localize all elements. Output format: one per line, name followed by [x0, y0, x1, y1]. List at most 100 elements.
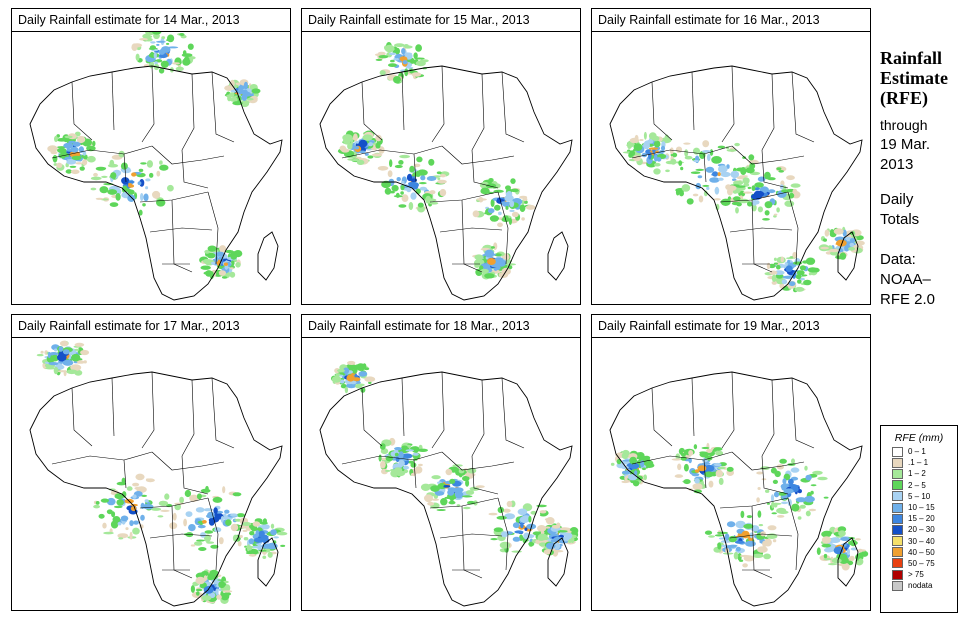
country-border [181, 379, 195, 457]
rain-cell [98, 513, 105, 519]
rain-cell [765, 489, 770, 493]
rain-cell [731, 201, 741, 206]
rain-cell [225, 519, 232, 526]
rain-cell [209, 271, 214, 280]
rain-cell [331, 376, 342, 383]
country-border [651, 81, 673, 141]
rain-cell [641, 152, 648, 158]
rain-cell [235, 262, 241, 268]
rain-cell [735, 520, 746, 529]
rain-cell [378, 55, 389, 59]
rain-cell [434, 491, 445, 496]
rain-cell [714, 462, 722, 467]
rain-cell [805, 510, 811, 517]
rain-cell [784, 200, 795, 207]
rain-cell [379, 70, 386, 76]
rain-cell [399, 154, 410, 159]
rain-cell [417, 205, 425, 213]
rain-cell [401, 180, 405, 184]
rain-cell [132, 494, 137, 499]
rain-cell [706, 186, 710, 190]
rain-cell [539, 510, 547, 514]
rain-cell [337, 368, 345, 373]
rain-cell [215, 251, 225, 257]
rain-cell [462, 475, 470, 482]
rain-cell [762, 540, 768, 548]
rain-cell [669, 147, 674, 155]
rain-cell [241, 93, 248, 101]
rain-cell [738, 198, 749, 204]
rain-cell [499, 541, 511, 549]
rain-cell [131, 172, 137, 177]
rain-cell [774, 470, 781, 478]
rain-cell [195, 507, 205, 513]
rain-cell [429, 201, 439, 205]
country-border [207, 191, 219, 265]
country-border [149, 227, 213, 233]
rain-cell [107, 189, 118, 195]
rain-cell [506, 500, 513, 508]
rain-cell [570, 536, 575, 544]
rain-cell [715, 469, 723, 478]
rain-cell [808, 272, 812, 276]
rain-cell [239, 535, 243, 538]
rain-cell [772, 479, 778, 484]
rain-cell [790, 183, 801, 188]
rain-cell [152, 190, 161, 199]
rain-cell [465, 479, 470, 487]
rain-cell [490, 246, 495, 249]
rain-cell [80, 349, 90, 356]
rain-cell [70, 169, 80, 175]
rain-cell [739, 559, 744, 562]
rain-cell [106, 497, 116, 506]
rain-cell [408, 181, 419, 188]
rain-cell [743, 183, 750, 187]
rain-cell [528, 515, 532, 523]
rain-cell [206, 541, 215, 544]
rain-cell [488, 512, 498, 516]
rain-cell [70, 364, 82, 371]
country-border [181, 73, 195, 151]
country-border [761, 73, 775, 151]
rain-cell [132, 482, 140, 487]
rain-cell [381, 180, 391, 189]
rain-cell [823, 238, 827, 242]
rain-cell [169, 522, 178, 530]
country-border [731, 145, 805, 165]
rain-cell [488, 178, 494, 183]
rain-cell [419, 186, 428, 191]
rain-cell [698, 195, 704, 203]
rain-cell [850, 547, 858, 551]
rain-cell [404, 68, 409, 77]
rain-cell [156, 43, 160, 46]
rainfall-field [622, 131, 865, 293]
country-border [787, 497, 799, 571]
rain-cell [740, 510, 745, 519]
rain-cell [138, 168, 144, 172]
country-border [341, 451, 443, 465]
rain-cell [436, 171, 442, 175]
rain-cell [195, 576, 206, 585]
country-border [787, 191, 799, 265]
rain-cell [159, 160, 163, 165]
rain-cell [799, 504, 806, 509]
rain-cell [447, 489, 455, 496]
rain-cell [742, 156, 746, 159]
panel-title: Daily Rainfall estimate for 15 Mar., 201… [302, 9, 580, 32]
map-panel-4: Daily Rainfall estimate for 17 Mar., 201… [11, 314, 291, 611]
rain-cell [733, 180, 744, 186]
country-border [151, 451, 225, 471]
rain-cell [185, 511, 193, 517]
legend-item: .1 – 1 [892, 457, 957, 468]
rain-cell [512, 522, 520, 529]
rain-cell [189, 494, 199, 502]
rain-cell [410, 178, 417, 183]
rain-cell [270, 523, 275, 529]
rain-cell [764, 210, 770, 216]
legend-label: 5 – 10 [908, 491, 931, 501]
country-border [413, 153, 417, 183]
rain-cell [47, 351, 51, 359]
map-panel-3: Daily Rainfall estimate for 16 Mar., 201… [591, 8, 871, 305]
rain-cell [387, 170, 393, 178]
rain-cell [648, 147, 659, 150]
